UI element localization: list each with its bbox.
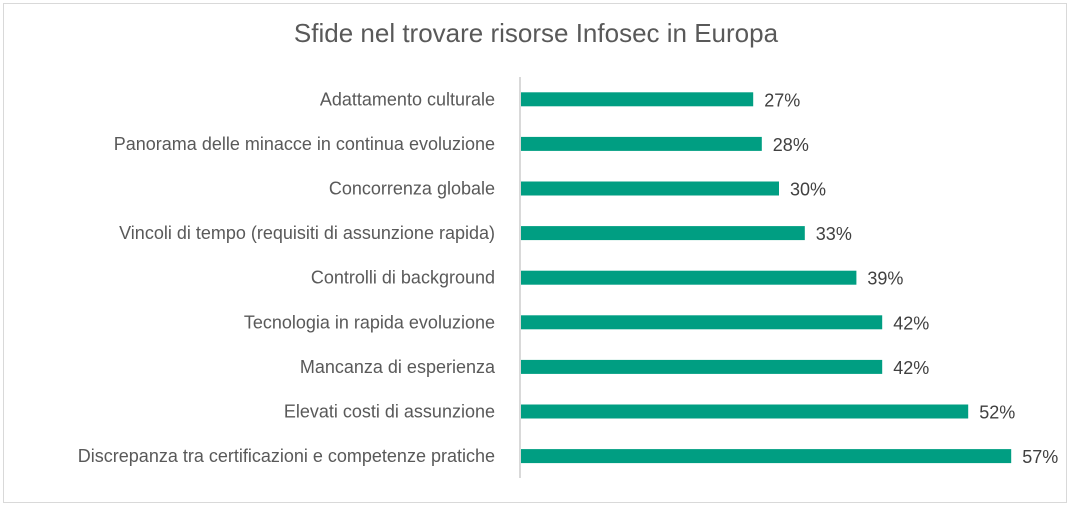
category-label: Panorama delle minacce in continua evolu… — [114, 134, 495, 154]
bar — [521, 136, 762, 151]
bar — [521, 92, 754, 107]
category-label: Controlli di background — [311, 268, 495, 288]
data-label: 27% — [764, 90, 800, 110]
data-label: 52% — [979, 403, 1015, 423]
data-label: 33% — [816, 224, 852, 244]
bar — [521, 315, 883, 330]
category-label: Adattamento culturale — [320, 89, 495, 109]
data-label: 42% — [893, 313, 929, 333]
bar — [521, 270, 857, 285]
category-label: Tecnologia in rapida evoluzione — [244, 312, 495, 332]
category-label: Concorrenza globale — [329, 179, 495, 199]
bar — [521, 359, 883, 374]
category-label: Discrepanza tra certificazioni e compete… — [78, 446, 495, 466]
data-label: 28% — [773, 135, 809, 155]
bar — [521, 404, 969, 419]
bar — [521, 226, 805, 241]
chart-frame — [3, 3, 1067, 503]
bar — [521, 181, 779, 196]
data-label: 42% — [893, 358, 929, 378]
category-label: Elevati costi di assunzione — [284, 402, 495, 422]
category-label: Mancanza di esperienza — [300, 357, 496, 377]
chart-title: Sfide nel trovare risorse Infosec in Eur… — [293, 18, 779, 48]
category-label: Vincoli di tempo (requisiti di assunzion… — [119, 223, 495, 243]
data-label: 30% — [790, 180, 826, 200]
data-label: 39% — [867, 269, 903, 289]
bar — [521, 449, 1012, 464]
data-label: 57% — [1022, 447, 1058, 467]
